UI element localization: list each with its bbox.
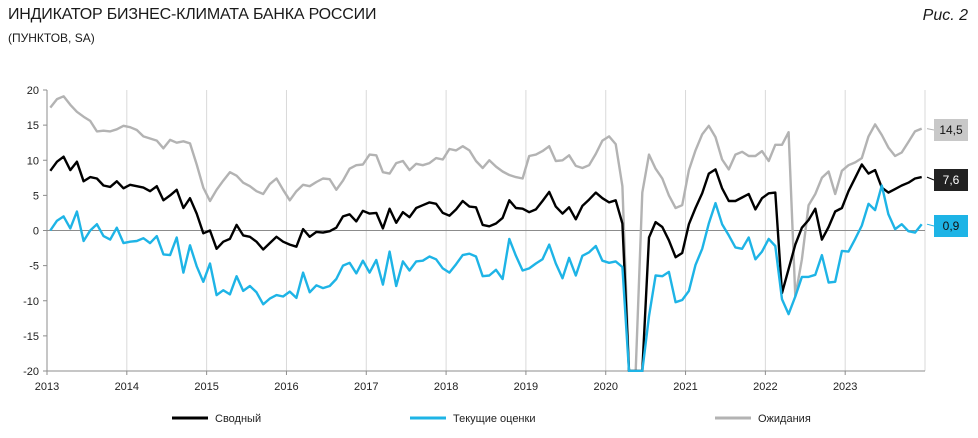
expectations-legend-label: Ожидания — [758, 413, 811, 425]
composite-badge-leader — [926, 176, 935, 181]
chart-series — [49, 95, 923, 372]
composite-badge — [934, 169, 968, 191]
end-value-badges: 14,5 7,6 0,9 — [926, 119, 968, 237]
x-tick-label: 2014 — [115, 381, 139, 393]
figure-label: Рис. 2 — [922, 7, 968, 24]
y-tick-label: -10 — [23, 296, 39, 308]
x-tick-label: 2013 — [35, 381, 59, 393]
y-tick-label: 20 — [27, 85, 39, 97]
current-assessments-badge — [934, 215, 968, 237]
y-tick-label: 15 — [27, 120, 39, 132]
y-tick-label: -5 — [29, 261, 39, 273]
y-tick-label: 10 — [27, 155, 39, 167]
expectations-line — [49, 95, 923, 372]
current-assessments-badge-leader — [926, 223, 935, 227]
composite-badge-value: 7,6 — [943, 173, 960, 187]
current-assessments-legend-label: Текущие оценки — [453, 413, 535, 425]
y-tick-label: -20 — [23, 366, 39, 378]
current-assessments-line — [49, 184, 923, 372]
x-tick-label: 2022 — [753, 381, 777, 393]
y-tick-label: -15 — [23, 331, 39, 343]
expectations-badge-leader — [926, 128, 935, 131]
x-tick-label: 2017 — [354, 381, 378, 393]
x-tick-label: 2015 — [194, 381, 218, 393]
chart-title: ИНДИКАТОР БИЗНЕС-КЛИМАТА БАНКА РОССИИ — [8, 6, 377, 23]
chart-legend: Сводный Текущие оценки Ожидания — [172, 413, 811, 425]
expectations-badge — [934, 119, 968, 141]
x-tick-label: 2018 — [434, 381, 458, 393]
current-assessments-badge-value: 0,9 — [943, 219, 960, 233]
y-tick-label: 0 — [33, 226, 39, 238]
y-tick-label: 5 — [33, 190, 39, 202]
x-tick-label: 2019 — [514, 381, 538, 393]
x-tick-label: 2016 — [274, 381, 298, 393]
chart-subtitle: (ПУНКТОВ, SA) — [8, 31, 95, 45]
composite-legend-label: Сводный — [215, 413, 261, 425]
expectations-badge-value: 14,5 — [939, 123, 963, 137]
x-tick-label: 2021 — [673, 381, 697, 393]
x-tick-label: 2020 — [593, 381, 617, 393]
x-tick-label: 2023 — [833, 381, 857, 393]
composite-line — [49, 155, 922, 372]
